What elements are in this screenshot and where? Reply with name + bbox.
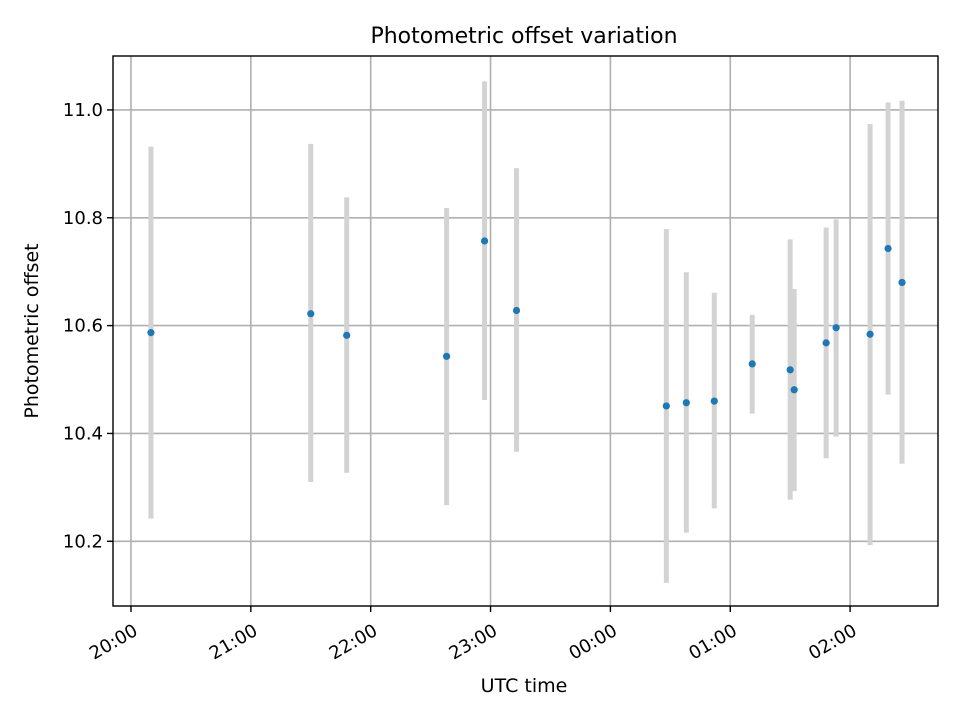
- data-point: [710, 397, 718, 405]
- y-tick-label: 11.0: [63, 100, 103, 121]
- errorbar-layer: [148, 81, 905, 583]
- data-point: [480, 237, 489, 245]
- data-point: [307, 310, 315, 318]
- y-tick-label: 10.6: [63, 316, 103, 337]
- y-axis-label: Photometric offset: [21, 243, 43, 418]
- data-point: [866, 330, 874, 338]
- data-point: [786, 366, 794, 374]
- data-point: [822, 339, 830, 347]
- data-point: [662, 402, 670, 410]
- x-tick-label: 00:00: [565, 620, 620, 664]
- data-point: [832, 324, 840, 332]
- y-axis-ticks: 10.2 10.4 10.6 10.8 11.0: [63, 100, 113, 552]
- grid-layer: [113, 56, 938, 606]
- data-point: [147, 329, 155, 337]
- plot-frame: [112, 55, 939, 607]
- data-point: [898, 278, 906, 287]
- data-point: [512, 306, 521, 315]
- data-point: [442, 352, 451, 360]
- y-tick-label: 10.8: [63, 208, 103, 229]
- x-tick-label: 02:00: [805, 620, 860, 664]
- x-axis-label: UTC time: [481, 675, 568, 697]
- x-tick-label: 21:00: [206, 620, 261, 664]
- y-tick-label: 10.4: [63, 423, 103, 444]
- point-layer: [147, 237, 906, 410]
- data-point: [748, 360, 756, 368]
- data-point: [343, 331, 351, 339]
- y-tick-label: 10.2: [63, 531, 103, 552]
- data-point: [884, 244, 892, 253]
- data-point: [790, 386, 798, 394]
- data-point: [682, 399, 690, 407]
- x-tick-label: 22:00: [326, 620, 381, 664]
- chart-title: Photometric offset variation: [370, 24, 677, 49]
- x-axis-ticks: 20:00 21:00 22:00 23:00 00:00 01:00 02:00: [86, 606, 861, 664]
- x-tick-label: 20:00: [86, 620, 141, 664]
- x-tick-label: 23:00: [446, 620, 501, 664]
- x-tick-label: 01:00: [685, 620, 740, 664]
